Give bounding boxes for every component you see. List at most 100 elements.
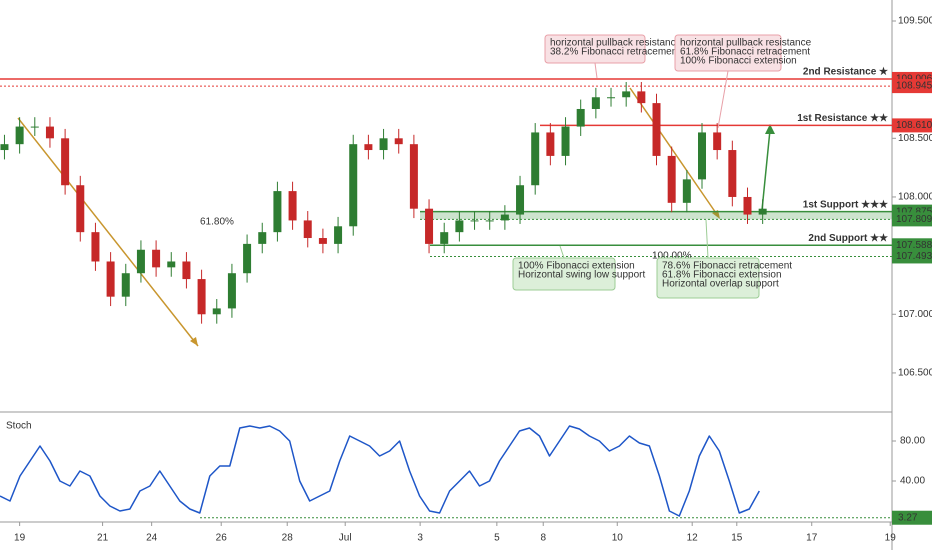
candle-body xyxy=(591,97,600,109)
level-name: 1st Support ★★★ xyxy=(803,199,888,210)
stoch-line xyxy=(0,425,760,517)
x-tick-label: 19 xyxy=(885,533,897,544)
y-tick-label: 109.500 xyxy=(898,16,932,27)
callout-text: 38.2% Fibonacci retracement xyxy=(550,47,680,58)
candle-body xyxy=(470,220,479,222)
level-label: 107.588 xyxy=(896,240,932,251)
callout-box xyxy=(544,34,646,64)
candle-body xyxy=(455,220,464,233)
callout-text: 61.8% Fibonacci extension xyxy=(662,270,782,281)
level-label: 108.945 xyxy=(896,81,932,92)
level-label: 108.610 xyxy=(896,120,932,131)
callout-text: horizontal pullback resistance xyxy=(680,38,812,49)
candle-body xyxy=(682,179,691,203)
y-tick-label: 108.000 xyxy=(898,192,932,203)
x-tick-label: 15 xyxy=(731,533,743,544)
y-tick-label: 80.00 xyxy=(900,436,925,447)
candle-body xyxy=(197,279,206,315)
candle-body xyxy=(409,144,418,209)
candle-body xyxy=(713,132,722,151)
candle-body xyxy=(667,155,676,203)
candle-body xyxy=(91,232,100,262)
candle-body xyxy=(243,243,252,274)
candle-body xyxy=(227,273,236,309)
x-tick-label: 28 xyxy=(282,533,294,544)
candle-body xyxy=(637,91,646,104)
callout-text: 61.8% Fibonacci retracement xyxy=(680,47,810,58)
candle-body xyxy=(561,126,570,156)
candle-body xyxy=(15,126,24,145)
callout-box xyxy=(674,34,782,72)
candle-body xyxy=(258,232,267,244)
level-label: 107.493 xyxy=(896,251,932,262)
level-label: 107.875 xyxy=(896,206,932,217)
y-tick-label: 107.000 xyxy=(898,309,932,320)
callout-text: 78.6% Fibonacci retracement xyxy=(662,261,792,272)
candle-body xyxy=(106,261,115,297)
candle-body xyxy=(652,103,661,156)
candle-body xyxy=(288,191,297,221)
trend-line xyxy=(629,87,719,217)
x-tick-label: 12 xyxy=(687,533,699,544)
level-name: 2nd Resistance ★ xyxy=(803,67,888,78)
candle-body xyxy=(576,108,585,127)
candle-body xyxy=(546,132,555,156)
x-tick-label: 17 xyxy=(806,533,818,544)
level-label: 107.809 xyxy=(896,214,932,225)
candle-body xyxy=(273,191,282,233)
y-tick-label: 106.500 xyxy=(898,368,932,379)
level-label-box xyxy=(892,118,932,133)
x-tick-label: Jul xyxy=(339,533,352,544)
candle-body xyxy=(30,126,39,128)
candle-body xyxy=(45,126,54,139)
candle-body xyxy=(334,226,343,244)
candle-body xyxy=(728,150,737,197)
candle-body xyxy=(61,138,70,186)
candle-body xyxy=(182,261,191,280)
level-label-box xyxy=(892,249,932,264)
arrow-head xyxy=(765,124,775,134)
callout-box xyxy=(512,257,616,291)
candle-body xyxy=(394,138,403,145)
y-tick-label: 40.00 xyxy=(900,476,925,487)
level-label-box xyxy=(892,212,932,227)
x-tick-label: 8 xyxy=(540,533,546,544)
candle-body xyxy=(349,144,358,227)
callout-pointer xyxy=(559,245,565,259)
level-label: 109.006 xyxy=(896,74,932,85)
candle-body xyxy=(167,261,176,268)
arrow-head xyxy=(190,337,198,346)
candle-body xyxy=(136,249,145,274)
callout-text: Horizontal overlap support xyxy=(662,279,779,290)
x-tick-label: 21 xyxy=(97,533,109,544)
level-label-box xyxy=(892,238,932,253)
projection-arrow xyxy=(761,129,771,211)
support-zone xyxy=(420,211,892,220)
fib-label: 100.00% xyxy=(652,251,692,262)
candle-body xyxy=(622,91,631,98)
candle-body xyxy=(379,138,388,151)
x-tick-label: 24 xyxy=(146,533,158,544)
callout-text: Horizontal swing low support xyxy=(518,270,646,281)
callout-pointer xyxy=(717,70,729,129)
candle-body xyxy=(743,196,752,215)
candle-body xyxy=(698,132,707,180)
level-name: 1st Resistance ★★ xyxy=(797,113,888,124)
candle-body xyxy=(364,144,373,151)
level-label: 3.27 xyxy=(898,512,918,523)
x-tick-label: 3 xyxy=(417,533,423,544)
y-tick-label: 108.500 xyxy=(898,133,932,144)
level-label-box xyxy=(892,510,932,525)
candle-body xyxy=(318,238,327,244)
callout-pointer xyxy=(594,62,598,79)
candle-body xyxy=(531,132,540,186)
x-tick-label: 19 xyxy=(14,533,26,544)
candle-body xyxy=(516,185,525,215)
candle-body xyxy=(758,208,767,215)
candle-body xyxy=(607,97,616,99)
level-name: 2nd Support ★★ xyxy=(808,233,888,244)
candle-body xyxy=(0,144,9,151)
candle-body xyxy=(121,273,130,297)
candle-body xyxy=(440,232,449,244)
